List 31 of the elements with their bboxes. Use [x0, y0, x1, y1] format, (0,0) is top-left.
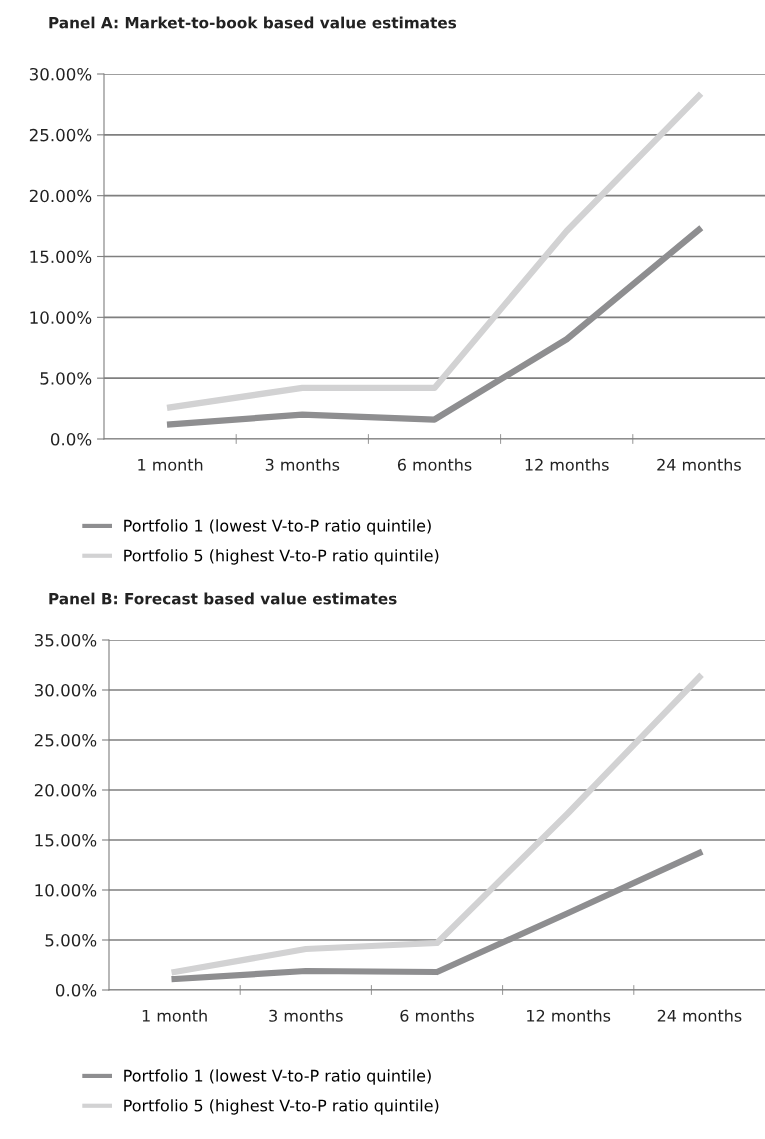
x-tick-label: 1 month	[138, 458, 203, 471]
y-tick-label: 35.00%	[34, 633, 97, 647]
y-tick-label: 10.00%	[30, 311, 92, 324]
y-tick-label: 20.00%	[29, 189, 92, 203]
y-tick-label: 5.00%	[40, 372, 92, 385]
y-tick-label: 15.00%	[35, 833, 97, 847]
y-tick-label: 30.00%	[34, 683, 97, 697]
x-tick-label: 3 months	[265, 458, 340, 471]
x-tick-label: 24 months	[657, 1009, 742, 1022]
x-tick-label: 6 months	[397, 458, 472, 471]
chart-title: Panel A: Market-to-book based value estimates	[49, 16, 457, 29]
y-tick-label: 25.00%	[29, 128, 92, 142]
x-tick-label: 12 months	[527, 1009, 611, 1022]
legend-label: Portfolio 5 (highest V-to-P ratio quintile)	[124, 1099, 439, 1115]
x-tick-label: 3 months	[269, 1009, 343, 1022]
legend-label: Portfolio 5 (highest V-to-P ratio quintile)	[124, 549, 439, 565]
x-tick-label: 12 months	[525, 458, 609, 471]
legend-label: Portfolio 1 (lowest V-to-P ratio quintile)	[124, 1069, 431, 1085]
x-tick-label: 1 month	[142, 1009, 207, 1022]
y-tick-label: 25.00%	[34, 733, 97, 747]
chart-title: Panel B: Forecast based value estimates	[49, 592, 397, 605]
legend-label: Portfolio 1 (lowest V-to-P ratio quintile)	[124, 519, 431, 535]
y-tick-label: 30.00%	[29, 67, 92, 81]
y-tick-label: 20.00%	[34, 783, 97, 797]
x-tick-label: 24 months	[657, 458, 741, 471]
y-tick-label: 10.00%	[35, 883, 97, 897]
y-tick-label: 0.0%	[50, 432, 92, 446]
y-tick-label: 5.00%	[45, 933, 97, 947]
y-tick-label: 15.00%	[30, 250, 92, 264]
x-tick-label: 6 months	[400, 1009, 474, 1022]
y-tick-label: 0.0%	[55, 983, 97, 997]
